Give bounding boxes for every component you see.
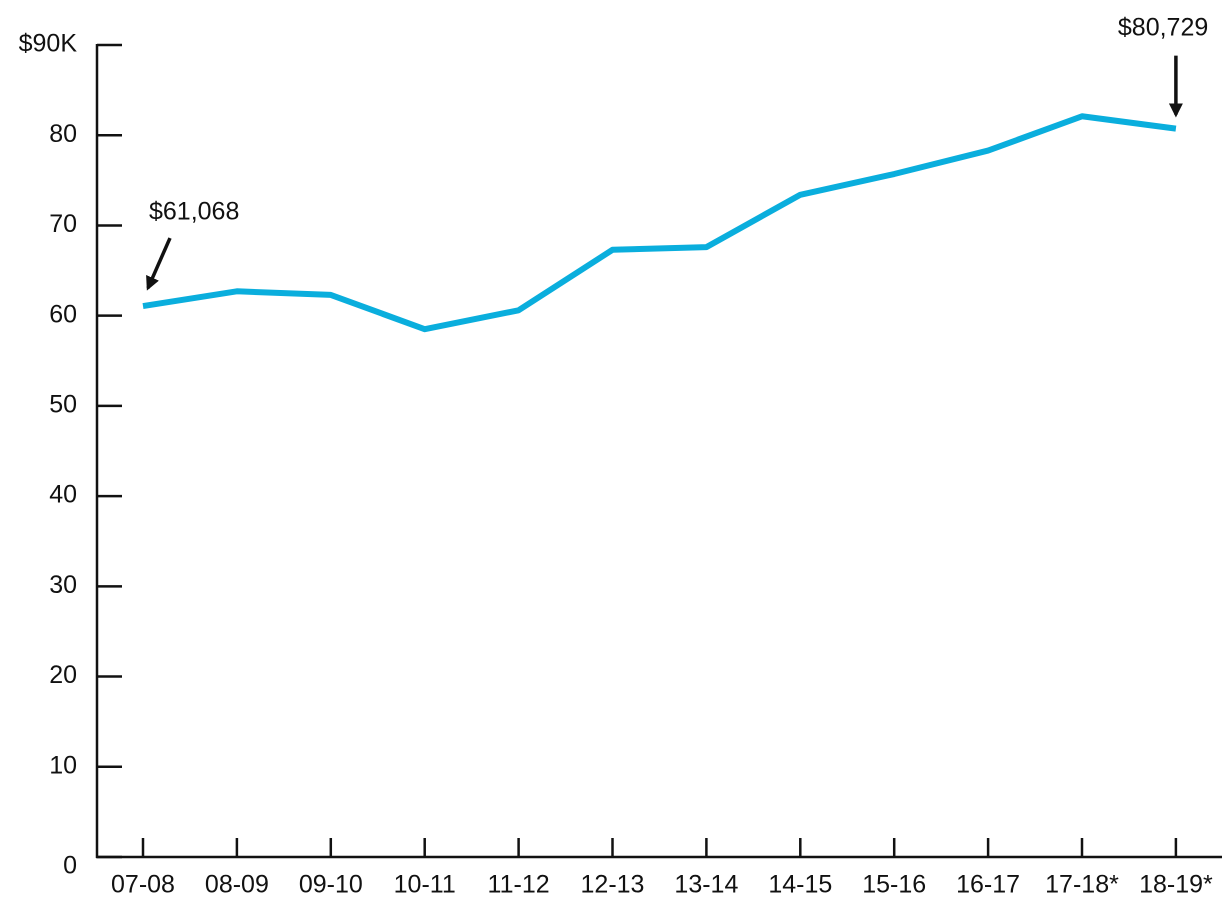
y-tick-label: 60 bbox=[49, 300, 77, 328]
x-tick-label: 17-18* bbox=[1045, 871, 1119, 899]
x-tick-label: 08-09 bbox=[205, 871, 269, 899]
annotation-arrow bbox=[146, 237, 172, 291]
y-tick-label: 70 bbox=[49, 210, 77, 238]
x-tick-label: 15-16 bbox=[862, 871, 926, 899]
x-tick-label: 09-10 bbox=[299, 871, 363, 899]
y-tick-label: 10 bbox=[49, 751, 77, 779]
x-tick-label: 10-11 bbox=[394, 871, 456, 899]
data-label: $80,729 bbox=[1118, 13, 1208, 41]
y-tick-label: 0 bbox=[63, 852, 77, 880]
x-tick-label: 16-17 bbox=[956, 871, 1020, 899]
y-tick-label: 40 bbox=[49, 481, 77, 509]
y-tick-label: 80 bbox=[49, 120, 77, 148]
x-tick-label: 11-12 bbox=[488, 871, 550, 899]
x-tick-label: 14-15 bbox=[768, 871, 832, 899]
y-tick-label: $90K bbox=[19, 30, 78, 58]
x-tick-label: 12-13 bbox=[581, 871, 645, 899]
x-tick-label: 07-08 bbox=[111, 871, 175, 899]
line-series bbox=[142, 113, 1177, 333]
x-tick-label: 18-19* bbox=[1139, 871, 1213, 899]
y-tick-label: 50 bbox=[49, 390, 77, 418]
y-tick-label: 20 bbox=[49, 661, 77, 689]
y-tick-label: 30 bbox=[49, 571, 77, 599]
x-tick-label: 13-14 bbox=[674, 871, 738, 899]
data-label: $61,068 bbox=[149, 198, 239, 226]
